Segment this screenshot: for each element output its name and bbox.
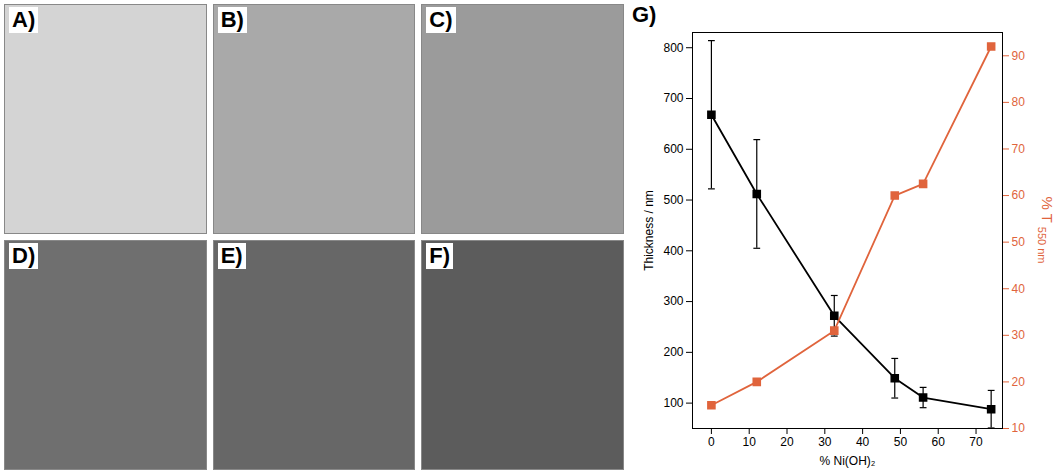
svg-text:800: 800 xyxy=(663,41,683,55)
svg-text:20: 20 xyxy=(780,435,794,449)
svg-text:0: 0 xyxy=(708,435,715,449)
svg-text:500: 500 xyxy=(663,193,683,207)
svg-text:30: 30 xyxy=(818,435,832,449)
svg-text:Thickness / nm: Thickness / nm xyxy=(642,190,656,271)
html-text:D): D) xyxy=(12,243,36,268)
svg-text:600: 600 xyxy=(663,142,683,156)
svg-text:% Ni(OH)₂: % Ni(OH)₂ xyxy=(820,454,876,468)
svg-text:10: 10 xyxy=(743,435,757,449)
svg-text:700: 700 xyxy=(663,91,683,105)
svg-text:90: 90 xyxy=(1012,49,1026,63)
svg-text:60: 60 xyxy=(932,435,946,449)
svg-text:50: 50 xyxy=(894,435,908,449)
html-text:550 nm: 550 nm xyxy=(1036,226,1048,264)
svg-text:300: 300 xyxy=(663,294,683,308)
html-text:F): F) xyxy=(429,243,451,268)
svg-text:400: 400 xyxy=(663,244,683,258)
svg-text:20: 20 xyxy=(1012,375,1026,389)
svg-text:70: 70 xyxy=(969,435,983,449)
svg-text:100: 100 xyxy=(663,396,683,410)
html-text:G): G) xyxy=(632,2,657,27)
html-text:C): C) xyxy=(429,7,453,32)
html-text:B): B) xyxy=(220,7,244,32)
html-text:% T: % T xyxy=(1039,196,1056,227)
svg-text:30: 30 xyxy=(1012,328,1026,342)
svg-text:50: 50 xyxy=(1012,235,1026,249)
svg-text:70: 70 xyxy=(1012,142,1026,156)
svg-text:80: 80 xyxy=(1012,95,1026,109)
svg-text:200: 200 xyxy=(663,345,683,359)
svg-text:10: 10 xyxy=(1012,421,1026,435)
svg-text:60: 60 xyxy=(1012,188,1026,202)
svg-text:40: 40 xyxy=(856,435,870,449)
html-text:E): E) xyxy=(220,243,243,268)
svg-text:40: 40 xyxy=(1012,282,1026,296)
html-text:A): A) xyxy=(12,7,36,32)
